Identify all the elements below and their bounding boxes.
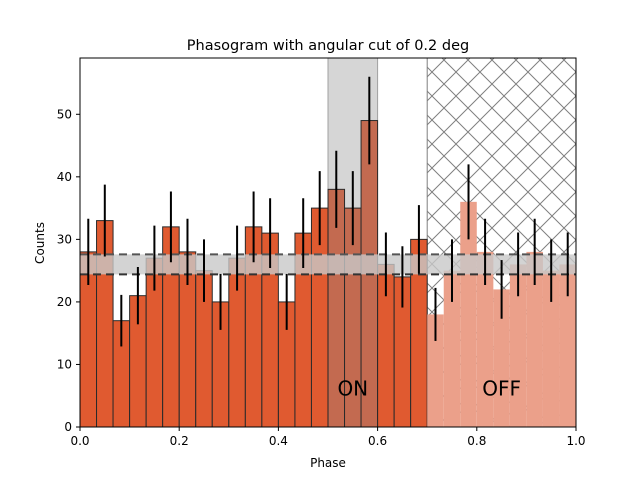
- histogram-bar: [443, 270, 461, 427]
- histogram-bar: [509, 264, 527, 427]
- x-tick-label: 0.8: [467, 434, 486, 448]
- y-tick-label: 10: [57, 357, 72, 371]
- x-axis-label: Phase: [310, 456, 346, 470]
- histogram-bar: [476, 251, 494, 427]
- histogram-bar: [542, 270, 560, 427]
- chart-title: Phasogram with angular cut of 0.2 deg: [187, 38, 469, 54]
- x-tick-label: 0.0: [70, 434, 89, 448]
- x-tick-label: 1.0: [566, 434, 585, 448]
- x-tick-label: 0.2: [170, 434, 189, 448]
- on-region-label: ON: [337, 377, 368, 401]
- y-tick-label: 0: [64, 420, 72, 434]
- histogram-bar: [493, 289, 510, 427]
- histogram-bar: [427, 314, 444, 427]
- y-tick-label: 20: [57, 295, 72, 309]
- y-tick-label: 40: [57, 170, 72, 184]
- y-axis-label: Counts: [33, 222, 47, 264]
- histogram-bar: [559, 264, 576, 427]
- off-region-label: OFF: [482, 377, 521, 401]
- x-tick-label: 0.6: [368, 434, 387, 448]
- plot-frame: [79, 57, 577, 428]
- x-tick-label: 0.4: [269, 434, 288, 448]
- histogram-bar: [526, 251, 543, 427]
- y-tick-label: 30: [57, 232, 72, 246]
- y-tick-label: 50: [57, 107, 72, 121]
